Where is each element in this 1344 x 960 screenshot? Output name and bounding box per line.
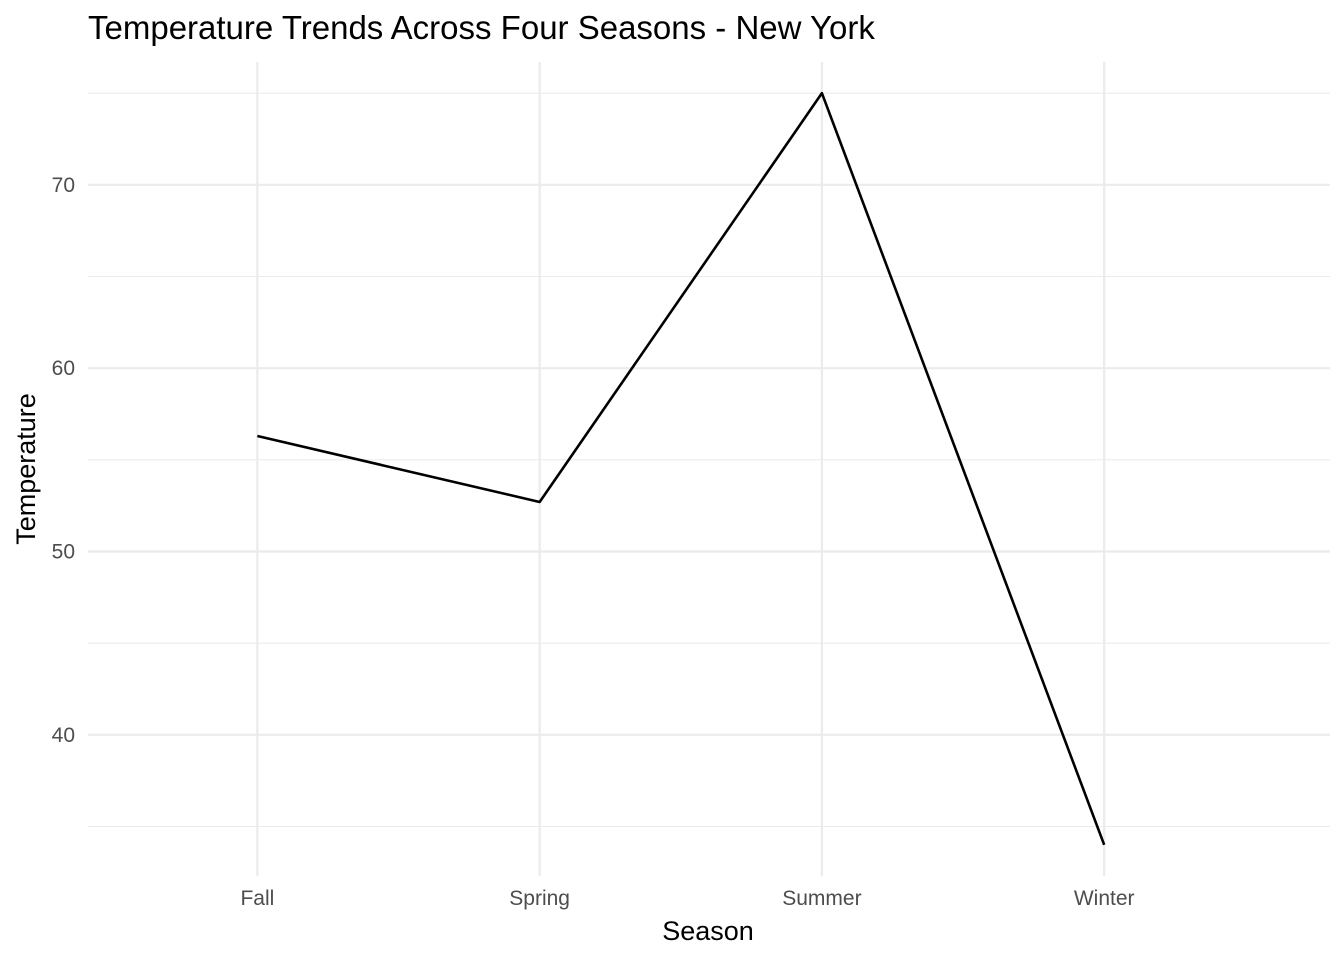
series-line: [257, 91, 1106, 846]
series: [257, 91, 1106, 846]
y-tick-label: 70: [52, 174, 75, 197]
x-tick-label: Spring: [509, 887, 570, 910]
x-tick-label: Summer: [782, 887, 861, 910]
grid: [88, 62, 1330, 876]
x-tick-label: Winter: [1074, 887, 1135, 910]
y-axis-ticks: 40 50 60 70: [52, 174, 75, 747]
x-axis-title: Season: [662, 916, 754, 946]
x-axis-ticks: Fall Spring Summer Winter: [240, 887, 1134, 910]
y-axis-title: Temperature: [11, 393, 41, 545]
y-tick-label: 60: [52, 357, 75, 380]
x-tick-label: Fall: [240, 887, 274, 910]
y-tick-label: 40: [52, 724, 75, 747]
chart-title: Temperature Trends Across Four Seasons -…: [88, 9, 875, 46]
y-tick-label: 50: [52, 541, 75, 564]
